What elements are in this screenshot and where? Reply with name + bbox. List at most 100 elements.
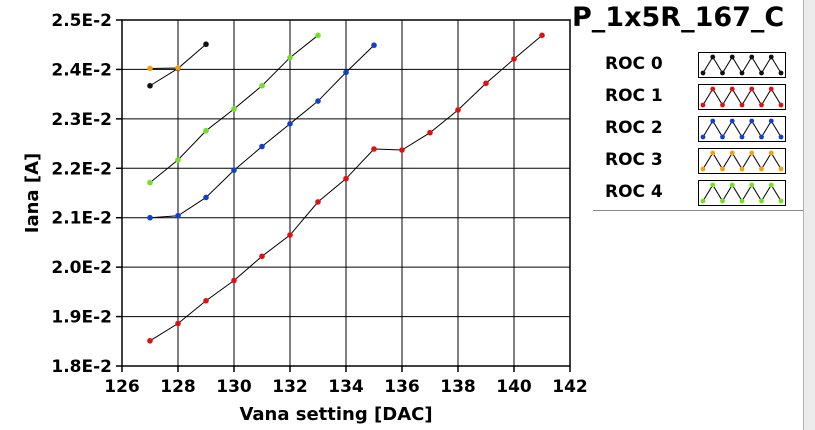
legend-label: ROC 4 (605, 182, 663, 202)
legend-item-roc-3[interactable]: ROC 3 (593, 146, 803, 174)
data-point-roc-4 (315, 32, 321, 39)
data-point-roc-3 (147, 65, 153, 72)
legend-marker (720, 166, 725, 172)
x-tick-label: 138 (440, 377, 476, 397)
legend-marker (700, 70, 706, 76)
legend-marker (739, 134, 745, 140)
legend-marker (759, 102, 764, 108)
legend-marker (778, 70, 784, 76)
data-point-roc-1 (483, 80, 489, 87)
legend-line-icon (700, 86, 784, 108)
legend-swatch-icon (698, 84, 786, 110)
data-point-roc-1 (315, 199, 321, 205)
legend-line-icon (700, 150, 784, 172)
legend-marker (710, 118, 716, 124)
data-point-roc-2 (371, 42, 377, 49)
data-point-roc-1 (287, 232, 293, 238)
legend-item-roc-0[interactable]: ROC 0 (593, 50, 803, 78)
legend-marker (759, 134, 764, 140)
data-point-roc-4 (203, 127, 209, 134)
data-point-roc-1 (371, 146, 377, 152)
legend-label: ROC 1 (605, 86, 663, 106)
y-tick-label: 2.1E-2 (51, 209, 112, 229)
legend-item-roc-2[interactable]: ROC 2 (593, 114, 803, 142)
legend-marker (749, 182, 755, 188)
y-tick-label: 2.0E-2 (51, 258, 112, 278)
panel-title: P_1x5R_167_C (572, 2, 785, 33)
y-tick-label: 1.8E-2 (51, 357, 112, 377)
legend-label: ROC 3 (605, 150, 663, 170)
legend-marker (710, 182, 716, 188)
legend-marker (720, 70, 725, 76)
legend-marker (720, 102, 725, 108)
legend-marker (768, 182, 774, 188)
legend-marker (778, 102, 784, 108)
legend-marker (739, 166, 745, 172)
data-point-roc-4 (231, 106, 237, 112)
legend-marker (749, 118, 755, 124)
legend: ROC 0 ROC 1 ROC 2 ROC 3 ROC 4 (593, 44, 804, 211)
legend-marker (700, 102, 706, 108)
data-point-roc-2 (315, 98, 321, 104)
legend-zigzag (702, 88, 782, 106)
data-point-roc-1 (259, 253, 265, 260)
data-point-roc-4 (259, 82, 265, 89)
data-point-roc-1 (175, 320, 181, 327)
x-tick-label: 134 (328, 377, 364, 397)
legend-marker (729, 54, 735, 60)
legend-marker (739, 198, 745, 204)
x-tick-label: 126 (104, 377, 140, 397)
legend-marker (749, 54, 755, 60)
legend-marker (729, 118, 735, 124)
data-point-roc-1 (455, 107, 461, 113)
x-tick-label: 142 (552, 377, 588, 397)
y-tick-label: 2.3E-2 (51, 110, 112, 130)
legend-item-roc-4[interactable]: ROC 4 (593, 178, 803, 206)
data-point-roc-2 (175, 212, 181, 219)
legend-marker (768, 150, 774, 156)
x-tick-label: 132 (272, 377, 308, 397)
data-point-roc-1 (427, 129, 433, 136)
data-point-roc-2 (231, 167, 237, 174)
legend-line-icon (700, 182, 784, 204)
legend-marker (729, 86, 735, 92)
x-tick-label: 128 (160, 377, 196, 397)
legend-zigzag (702, 56, 782, 74)
legend-swatch-icon (698, 116, 786, 142)
data-point-roc-1 (539, 32, 545, 39)
legend-marker (739, 70, 745, 76)
data-point-roc-4 (147, 179, 153, 186)
data-point-roc-4 (175, 157, 181, 163)
legend-item-roc-1[interactable]: ROC 1 (593, 82, 803, 110)
legend-marker (749, 150, 755, 156)
data-point-roc-4 (287, 54, 293, 61)
data-point-roc-1 (231, 277, 237, 284)
legend-marker (739, 102, 745, 108)
legend-line-icon (700, 54, 784, 76)
y-axis-label: Iana [A] (22, 153, 43, 233)
plot-frame (121, 19, 571, 367)
legend-marker (749, 86, 755, 92)
legend-marker (778, 198, 784, 204)
legend-marker (768, 86, 774, 92)
legend-swatch-icon (698, 180, 786, 206)
data-point-roc-1 (203, 297, 209, 304)
y-tick-label: 1.9E-2 (51, 308, 112, 328)
legend-line-icon (700, 118, 784, 140)
legend-marker (700, 134, 706, 140)
data-point-roc-1 (511, 56, 517, 62)
legend-marker (759, 70, 764, 76)
legend-marker (778, 166, 784, 172)
legend-marker (700, 166, 706, 172)
y-tick-label: 2.5E-2 (51, 11, 112, 31)
data-point-roc-1 (343, 175, 349, 182)
legend-label: ROC 0 (605, 54, 663, 74)
y-tick-label: 2.4E-2 (51, 60, 112, 80)
legend-marker (759, 198, 764, 204)
y-tick-label: 2.2E-2 (51, 159, 112, 179)
legend-marker (720, 134, 725, 140)
legend-marker (710, 150, 716, 156)
vertical-scrollbar[interactable] (803, 0, 815, 430)
x-axis-label: Vana setting [DAC] (239, 404, 432, 425)
